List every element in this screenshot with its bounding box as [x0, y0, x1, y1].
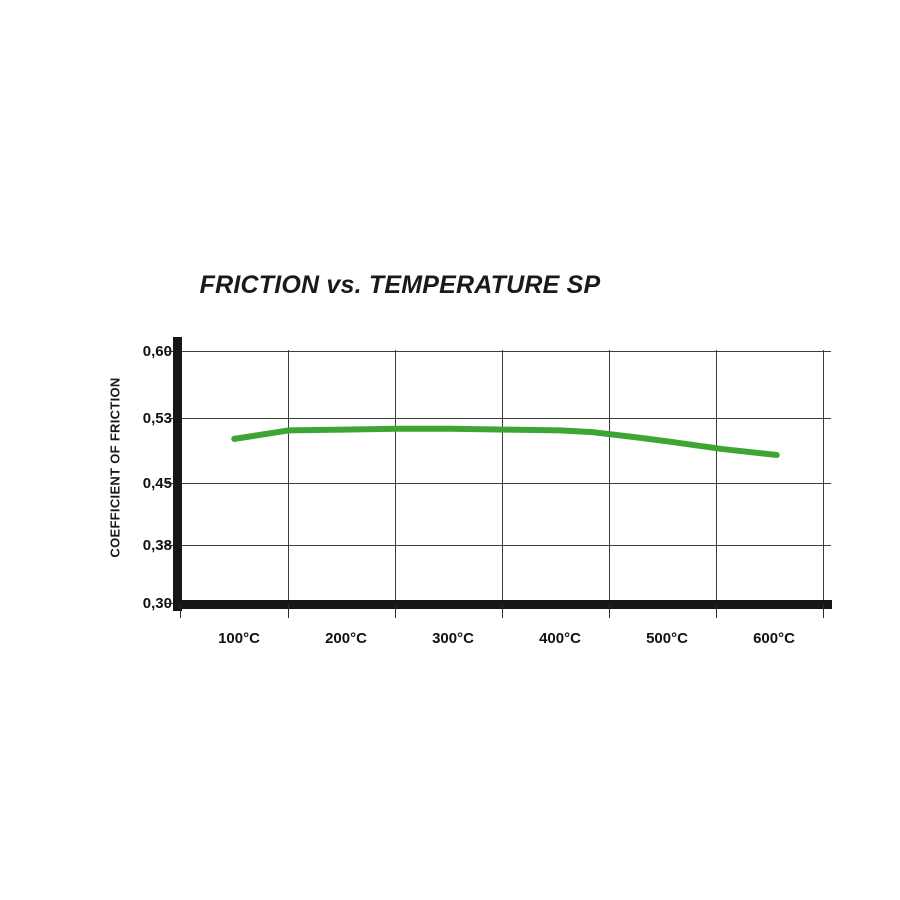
x-tick-mark-6	[823, 604, 824, 618]
gridline-vertical-2	[395, 350, 396, 604]
gridline-vertical-4	[609, 350, 610, 604]
y-tick-label-3: 0,38	[142, 537, 172, 554]
x-tick-label-0: 100°C	[218, 630, 260, 647]
x-tick-mark-3	[502, 604, 503, 618]
x-tick-mark-4	[609, 604, 610, 618]
y-axis-title: COEFFICIENT OF FRICTION	[107, 377, 123, 558]
x-tick-label-3: 400°C	[539, 630, 581, 647]
y-tick-label-0: 0,60	[142, 343, 172, 360]
x-tick-label-5: 600°C	[753, 630, 795, 647]
x-tick-label-2: 300°C	[432, 630, 474, 647]
gridline-horizontal-045	[180, 483, 831, 484]
gridline-vertical-1	[288, 350, 289, 604]
y-tick-label-1: 0,53	[142, 410, 172, 427]
y-tick-label-2: 0,45	[142, 475, 172, 492]
gridline-horizontal-038	[180, 545, 831, 546]
y-axis-line	[173, 337, 182, 611]
x-tick-mark-5	[716, 604, 717, 618]
plot-area	[180, 350, 831, 604]
x-tick-mark-1	[288, 604, 289, 618]
y-tick-label-4: 0,30	[142, 595, 172, 612]
x-tick-label-4: 500°C	[646, 630, 688, 647]
gridline-vertical-5	[716, 350, 717, 604]
x-tick-mark-0	[180, 604, 181, 618]
chart-title: FRICTION vs. TEMPERATURE SP	[199, 271, 601, 299]
x-tick-label-1: 200°C	[325, 630, 367, 647]
gridline-horizontal-053	[180, 418, 831, 419]
gridline-horizontal-060	[180, 351, 831, 352]
x-tick-mark-2	[395, 604, 396, 618]
gridline-vertical-6	[823, 350, 824, 604]
gridline-vertical-3	[502, 350, 503, 604]
